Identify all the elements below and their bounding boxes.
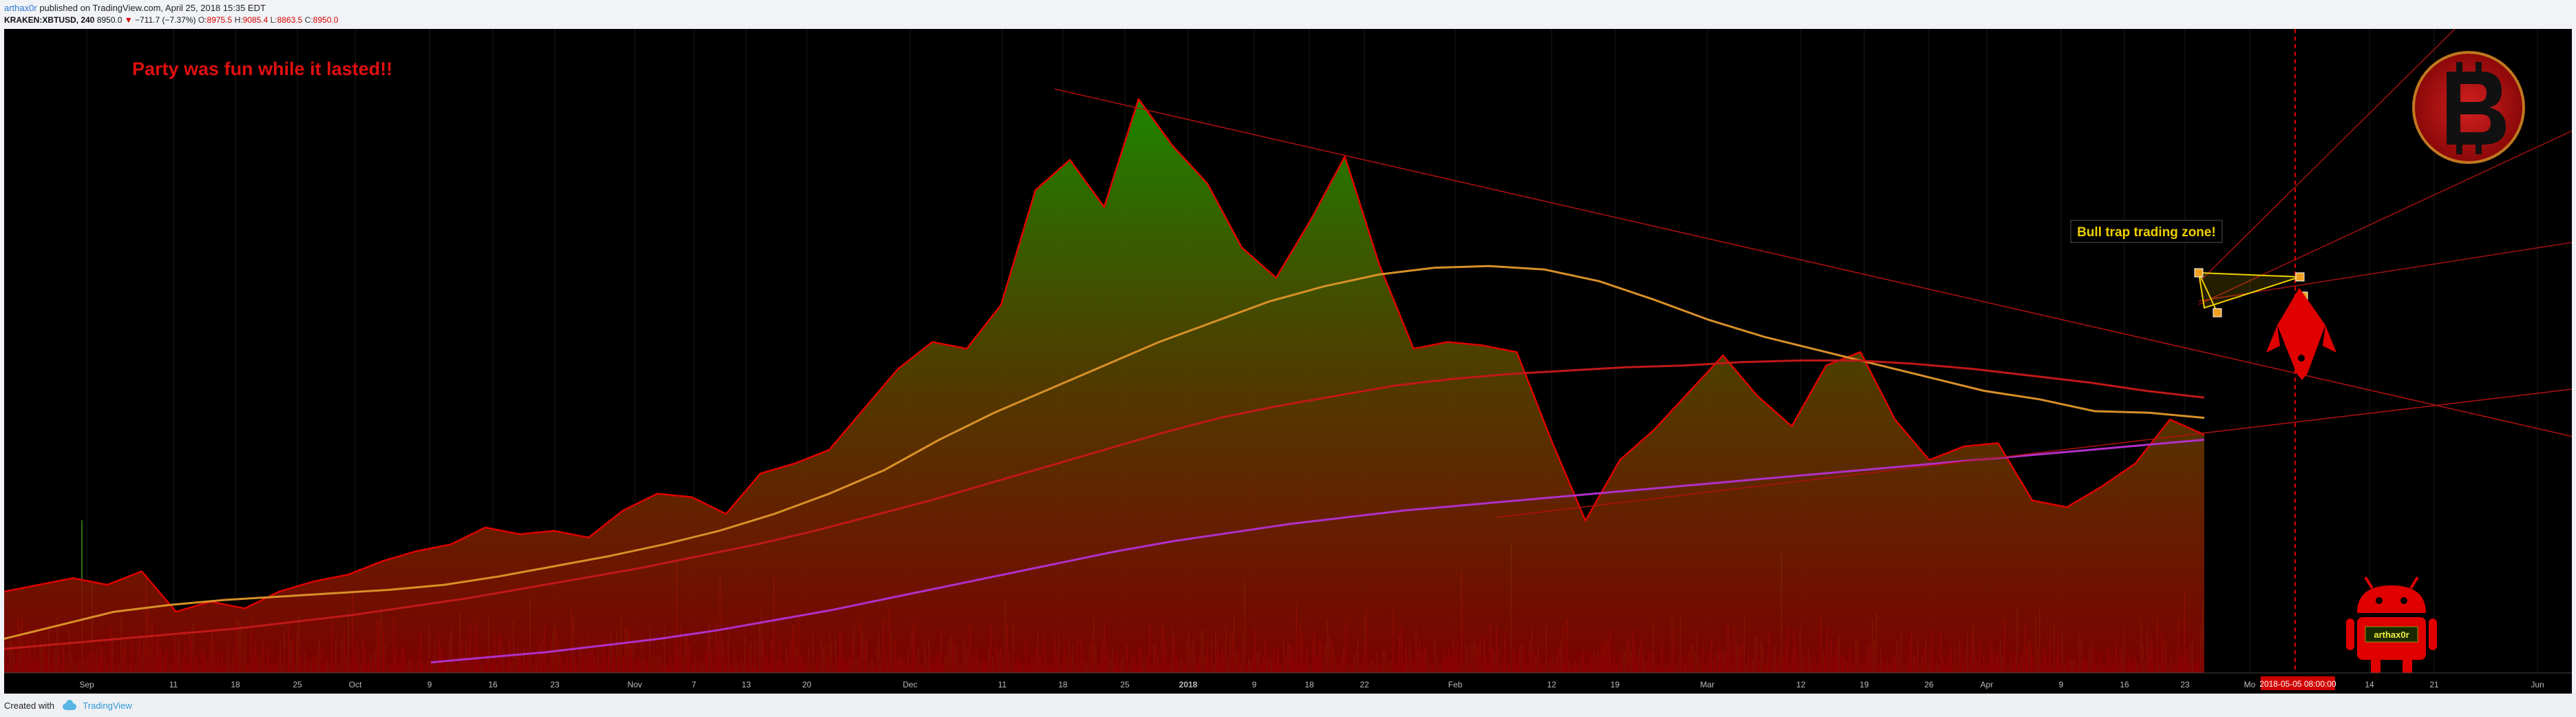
x-tick-label: Mar — [1700, 680, 1715, 689]
android-eye-icon — [2376, 597, 2383, 604]
bitcoin-symbol-bar — [2456, 62, 2462, 73]
rocket-window-icon — [2298, 355, 2305, 362]
x-tick-label: 16 — [2120, 680, 2129, 689]
open-value: 8975.5 — [207, 15, 233, 25]
x-tick-label: 12 — [1547, 680, 1556, 689]
x-tick-label: 25 — [293, 680, 302, 689]
bitcoin-symbol-icon — [2447, 72, 2506, 145]
downtrend-line — [1054, 88, 2573, 437]
chart-header: arthax0r published on TradingView.com, A… — [0, 0, 2576, 29]
android-antenna-icon — [2364, 576, 2374, 590]
bulltrap-label-box — [2070, 220, 2223, 243]
created-with: Created with TradingView — [4, 699, 132, 711]
publish-info: published on TradingView.com, April 25, … — [39, 3, 266, 13]
high-value: 9085.4 — [242, 15, 268, 25]
android-head-icon — [2357, 585, 2426, 613]
x-tick-label: Sep — [79, 680, 94, 689]
close-value: 8950.0 — [313, 15, 339, 25]
x-tick-label: Oct — [349, 680, 362, 689]
down-arrow-icon: ▼ — [124, 15, 133, 25]
drawing-handle — [2213, 308, 2222, 318]
ma-mid-line — [3, 359, 2205, 650]
date-badge: 2018-05-05 08:00:00 — [2259, 679, 2336, 689]
last-price: 8950.0 — [96, 15, 123, 25]
android-arm-icon — [2346, 619, 2354, 650]
fan-line — [2198, 242, 2573, 302]
android-arm-icon — [2429, 619, 2437, 650]
android-label-box — [2365, 626, 2418, 643]
x-tick-label: 2018 — [1179, 680, 1198, 689]
high-label: H: — [234, 15, 243, 25]
drawing-handle — [2194, 268, 2204, 278]
bitcoin-symbol-bar — [2475, 62, 2482, 73]
bitcoin-symbol-bar — [2456, 143, 2462, 154]
publish-line: arthax0r published on TradingView.com, A… — [4, 3, 266, 13]
open-label: O: — [198, 15, 207, 25]
created-label: Created with — [4, 700, 54, 711]
ma-fast-line — [3, 264, 2205, 640]
rocket-icon — [2277, 288, 2325, 380]
low-value: 8863.5 — [277, 15, 303, 25]
symbol-label: KRAKEN:XBTUSD, 240 — [4, 15, 95, 25]
x-tick-label: 9 — [2059, 680, 2064, 689]
price-change: −711.7 (−7.37%) — [134, 15, 196, 25]
x-tick-label: 20 — [802, 680, 812, 689]
x-tick-label: 11 — [169, 680, 178, 689]
x-tick-label: 9 — [1252, 680, 1257, 689]
android-leg-icon — [2403, 657, 2412, 676]
x-tick-label: 16 — [488, 680, 498, 689]
x-tick-label: 23 — [550, 680, 560, 689]
x-tick-label: Mo — [2244, 680, 2256, 689]
android-antenna-icon — [2409, 576, 2419, 590]
android-eye-icon — [2400, 597, 2407, 604]
x-tick-label: 19 — [1610, 680, 1620, 689]
android-label: arthax0r — [2374, 630, 2409, 640]
ohlc-line: KRAKEN:XBTUSD, 240 8950.0 ▼ −711.7 (−7.3… — [4, 15, 338, 25]
price-chart[interactable]: Bull trap trading zone! Party was fun whi… — [3, 28, 2573, 694]
bitcoin-symbol-bar — [2475, 143, 2482, 154]
x-tick-label: 11 — [998, 680, 1007, 689]
bull-trap-triangle — [2197, 271, 2301, 309]
ma-slow-line — [430, 439, 2205, 664]
x-tick-label: Dec — [902, 680, 917, 689]
price-area-fill — [4, 98, 2204, 673]
x-tick-label: 13 — [741, 680, 751, 689]
uptrend-line — [1496, 388, 2573, 518]
x-tick-label: 18 — [1058, 680, 1068, 689]
x-tick-label: Jun — [2531, 680, 2544, 689]
x-tick-label: Nov — [627, 680, 642, 689]
bull-trap-edge — [2198, 272, 2218, 313]
chart-area[interactable]: Bull trap trading zone! Party was fun whi… — [3, 28, 2573, 694]
author-link[interactable]: arthax0r — [4, 3, 37, 13]
drawing-handle — [2295, 272, 2305, 282]
tradingview-link[interactable]: TradingView — [83, 700, 132, 711]
date-badge-box — [2261, 676, 2335, 690]
x-tick-label: 26 — [1924, 680, 1934, 689]
x-tick-label: 21 — [2429, 680, 2439, 689]
x-tick-label: 9 — [427, 680, 432, 689]
x-tick-label: 18 — [1305, 680, 1314, 689]
x-tick-label: Apr — [1981, 680, 1994, 689]
x-tick-label: 19 — [1859, 680, 1869, 689]
x-tick-label: 14 — [2365, 680, 2374, 689]
low-label: L: — [270, 15, 277, 25]
bulltrap-label: Bull trap trading zone! — [2077, 225, 2216, 240]
x-tick-label: 18 — [231, 680, 240, 689]
tradingview-cloud-icon — [62, 699, 76, 710]
x-tick-label: 22 — [1360, 680, 1369, 689]
x-tick-label: Feb — [1448, 680, 1463, 689]
chart-footer: Created with TradingView — [0, 694, 2576, 717]
party-annotation: Party was fun while it lasted!! — [132, 59, 392, 79]
x-tick-label: 7 — [692, 680, 697, 689]
x-tick-label: 25 — [1120, 680, 1130, 689]
android-leg-icon — [2371, 657, 2380, 676]
fan-line — [2198, 28, 2456, 283]
close-label: C: — [304, 15, 313, 25]
x-tick-label: 12 — [1796, 680, 1806, 689]
x-axis-band — [4, 673, 2572, 694]
x-tick-label: 23 — [2180, 680, 2190, 689]
